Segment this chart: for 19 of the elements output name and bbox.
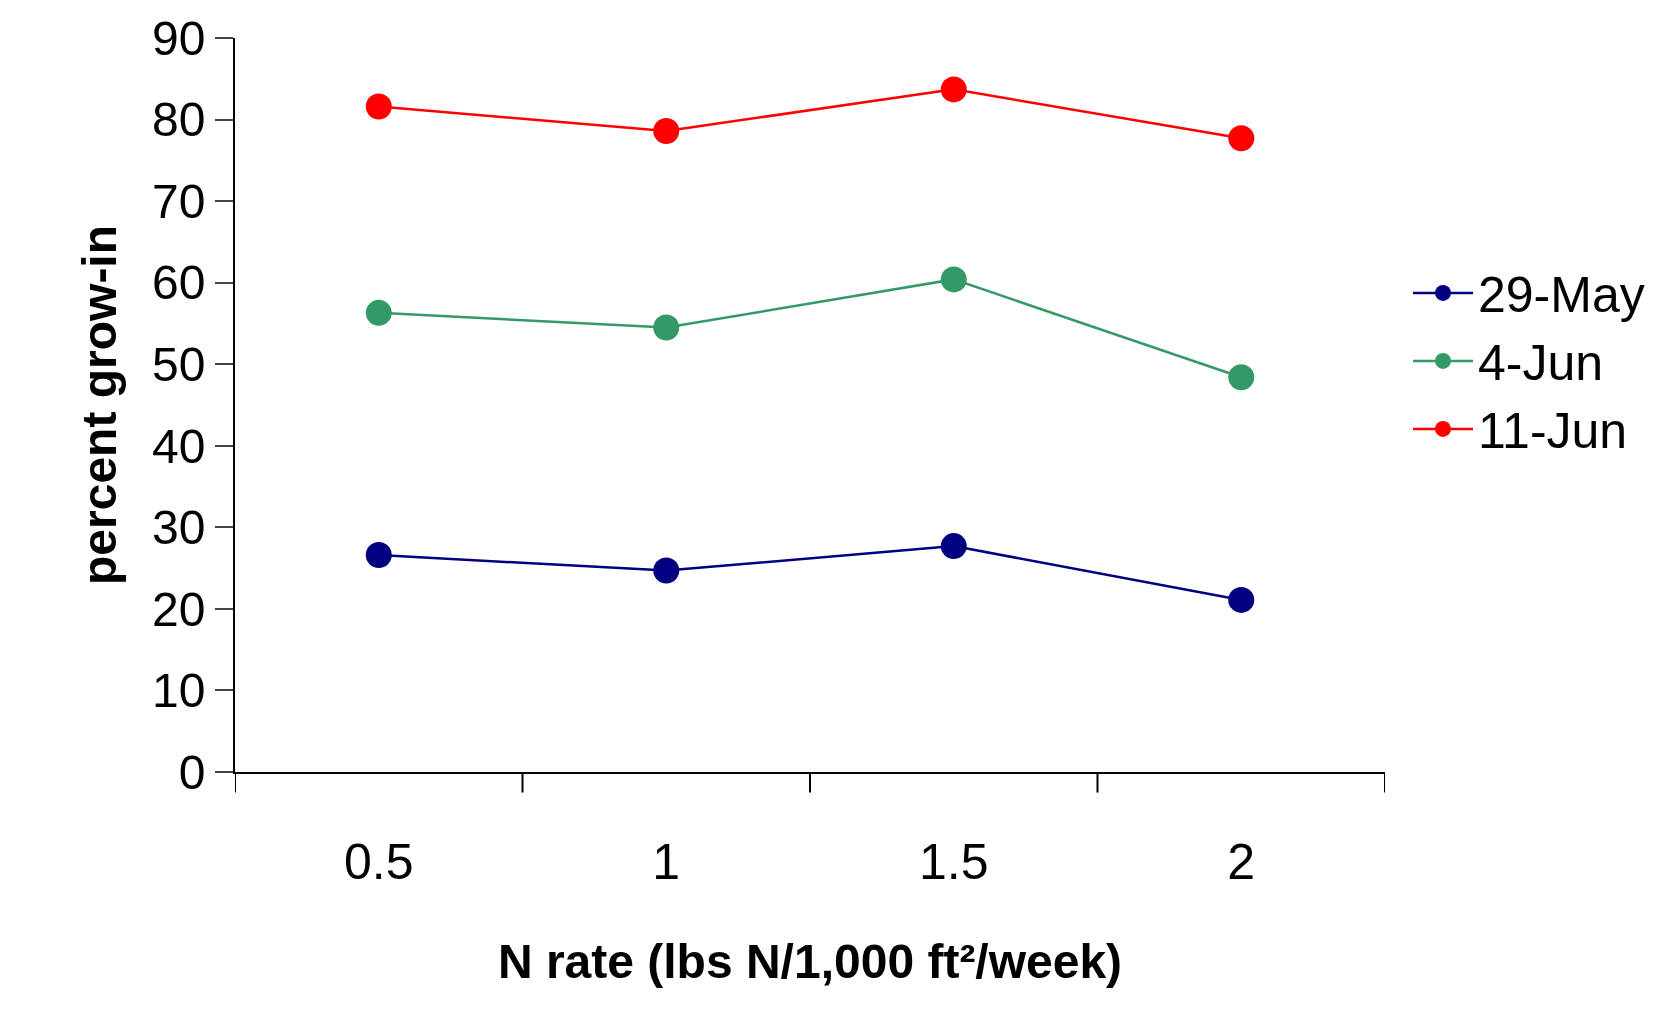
y-tick-label: 20	[152, 582, 206, 636]
y-tick-label: 80	[152, 93, 206, 147]
x-tick-label: 1.5	[918, 834, 989, 890]
y-axis-title: percent grow-in	[73, 224, 127, 586]
x-tick-label: 2	[1227, 834, 1256, 890]
x-axis-title: N rate (lbs N/1,000 ft²/week)	[497, 934, 1123, 988]
y-tick-label: 70	[152, 174, 206, 228]
y-tick-label: 0	[178, 745, 206, 799]
legend-label: 4-Jun	[1478, 335, 1604, 392]
legend-label: 11-Jun	[1478, 403, 1628, 460]
y-tick-label: 10	[152, 664, 206, 718]
y-tick-label: 60	[152, 256, 206, 310]
y-tick-label: 30	[152, 501, 206, 555]
legend-label: 29-May	[1478, 267, 1645, 324]
y-tick-label: 40	[152, 419, 206, 473]
y-tick-label: 90	[152, 11, 206, 65]
x-tick-label: 0.5	[343, 834, 414, 890]
x-tick-label: 1	[652, 834, 681, 890]
y-tick-label: 50	[152, 338, 206, 392]
